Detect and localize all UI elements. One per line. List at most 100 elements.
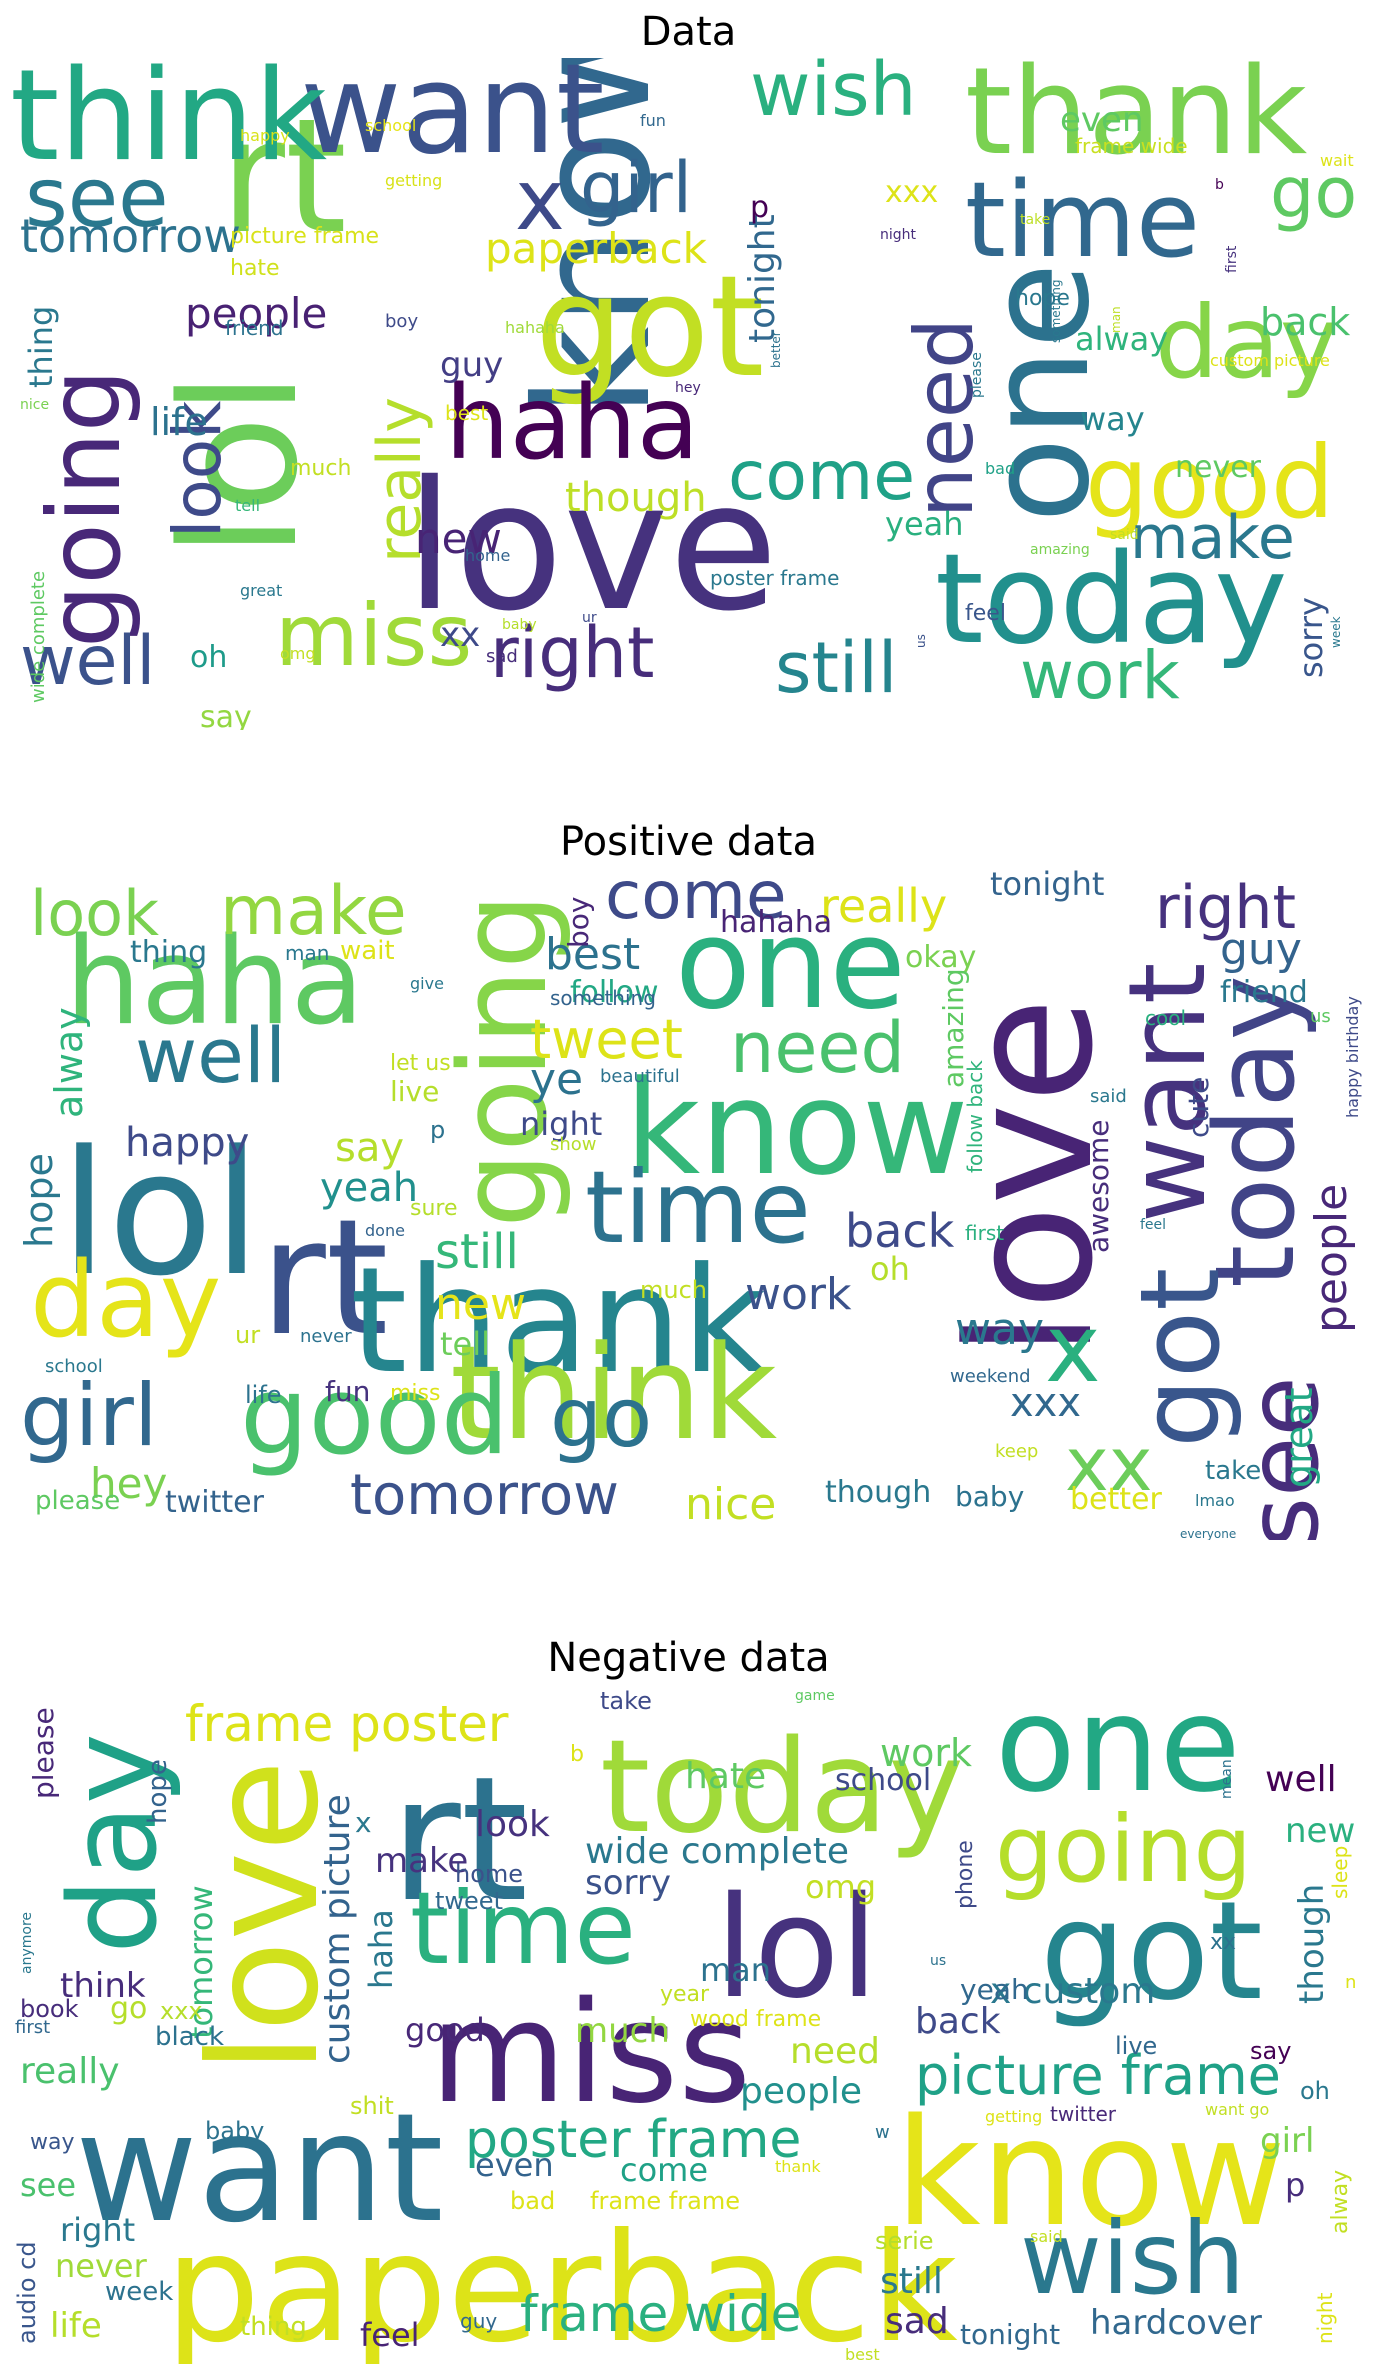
cloud-word: say — [1250, 2037, 1292, 2065]
cloud-word: new — [1285, 1811, 1356, 1851]
cloud-word: feel — [965, 601, 1006, 626]
cloud-word: people — [740, 2071, 863, 2112]
cloud-word: come — [605, 868, 787, 934]
cloud-word: wait — [340, 936, 395, 966]
cloud-word: ye — [530, 1054, 584, 1105]
cloud-word: first — [1224, 245, 1240, 273]
cloud-word: school — [365, 116, 417, 135]
cloud-word: people — [1306, 1183, 1357, 1333]
cloud-word: friend — [225, 316, 284, 340]
cloud-word: man — [1109, 306, 1123, 333]
cloud-word: tonight — [960, 2318, 1061, 2351]
panel-title-positive-data: Positive data — [559, 819, 817, 865]
wordcloud-data: love lol rt know want think thank one to… — [10, 58, 1366, 730]
cloud-word: today — [1191, 975, 1319, 1288]
cloud-word: rt — [390, 1739, 529, 1940]
cloud-word: right — [60, 2211, 136, 2249]
cloud-word: poster frame — [465, 2110, 802, 2170]
cloud-word: go — [110, 1991, 148, 2026]
cloud-word: haha — [445, 364, 700, 483]
cloud-word: see — [20, 2166, 77, 2204]
cloud-word: poster frame — [710, 566, 840, 590]
cloud-word: frame poster — [185, 1695, 509, 1753]
cloud-word: follow back — [963, 1060, 987, 1173]
cloud-word: look — [475, 1804, 550, 1845]
cloud-word: man — [285, 941, 330, 965]
cloud-word: school — [835, 1763, 932, 1798]
cloud-word: look — [30, 877, 159, 950]
cloud-word: xx — [1065, 1422, 1153, 1508]
cloud-word: done — [365, 1221, 405, 1240]
cloud-word: work — [745, 1269, 852, 1320]
cloud-word: great — [240, 581, 283, 600]
cloud-word: us — [1310, 1006, 1331, 1027]
cloud-word: x custom — [990, 1971, 1156, 2012]
cloud-word: week — [1329, 616, 1343, 648]
cloud-word: yeah — [960, 1973, 1029, 2006]
cloud-word: good — [1085, 424, 1335, 541]
cloud-word: new — [435, 1279, 526, 1330]
cloud-word: back — [1260, 300, 1351, 344]
cloud-word: say — [335, 1125, 405, 1171]
cloud-word: better — [1070, 1482, 1162, 1517]
cloud-word: yeah — [885, 505, 964, 543]
cloud-word: see — [25, 151, 169, 246]
cloud-word: want — [75, 2082, 444, 2256]
cloud-word: picture frame — [230, 224, 380, 249]
cloud-word: happy — [125, 1120, 250, 1166]
cloud-word: xxx — [1010, 1380, 1082, 1426]
cloud-word: game — [795, 1688, 835, 1704]
cloud-word: tweet — [435, 1887, 503, 1915]
cloud-word: wide complete — [585, 1831, 850, 1872]
cloud-word: girl — [1260, 2121, 1315, 2161]
cloud-word: miss — [275, 586, 473, 686]
cloud-word: alway — [47, 1007, 91, 1118]
cloud-word: man — [700, 1951, 772, 1989]
cloud-word: back — [845, 1204, 955, 1258]
panel-title-negative-data: Negative data — [547, 1635, 830, 1681]
cloud-word: hate — [230, 256, 280, 281]
cloud-word: keep — [995, 1441, 1039, 1462]
cloud-word: bad — [985, 459, 1016, 478]
cloud-word: give — [410, 974, 444, 993]
cloud-word: weekend — [950, 1366, 1031, 1387]
cloud-word: way — [30, 2130, 75, 2155]
cloud-word: much — [290, 456, 352, 481]
cloud-word: life — [50, 2306, 102, 2346]
cloud-word: come — [728, 437, 916, 516]
cloud-word: time — [410, 1870, 636, 1987]
cloud-word: frame wide — [1075, 134, 1188, 158]
cloud-word: today — [935, 528, 1288, 672]
cloud-word: even — [1060, 100, 1144, 140]
cloud-word: nice — [20, 397, 50, 413]
cloud-word: w — [875, 2122, 890, 2143]
cloud-word: lol — [60, 1113, 261, 1314]
cloud-word: take — [1020, 212, 1051, 228]
cloud-word: yeah — [320, 1165, 419, 1211]
cloud-word: tell — [440, 1325, 491, 1363]
cloud-word: hope — [1015, 286, 1070, 311]
cloud-word: beautiful — [600, 1066, 680, 1087]
cloud-word: never — [1175, 450, 1262, 485]
cloud-word: alway — [1075, 320, 1169, 358]
cloud-word: hey — [675, 380, 701, 396]
cloud-word: omg — [280, 644, 316, 663]
cloud-word: something — [550, 986, 656, 1010]
cloud-word: mean — [1219, 1759, 1235, 1799]
cloud-word: said — [1030, 2227, 1063, 2246]
cloud-word: first — [15, 2017, 51, 2038]
cloud-word: baby — [502, 617, 537, 633]
cloud-word: bad — [510, 2187, 556, 2215]
cloud-word: rt — [260, 1184, 389, 1371]
cloud-word: night — [1313, 2292, 1337, 2344]
cloud-word: lol — [715, 1867, 879, 2030]
cloud-word: paperback — [165, 2202, 958, 2364]
cloud-word: best — [545, 929, 641, 980]
cloud-word: fun — [640, 111, 666, 130]
cloud-word: please — [969, 352, 985, 398]
cloud-word: thank — [775, 2157, 821, 2176]
cloud-word: really — [820, 879, 948, 933]
wordcloud-negative-data: paperback want know love rt lol miss tod… — [10, 1684, 1366, 2364]
cloud-word: xxx — [160, 1997, 203, 2025]
cloud-word: serie — [875, 2227, 934, 2255]
